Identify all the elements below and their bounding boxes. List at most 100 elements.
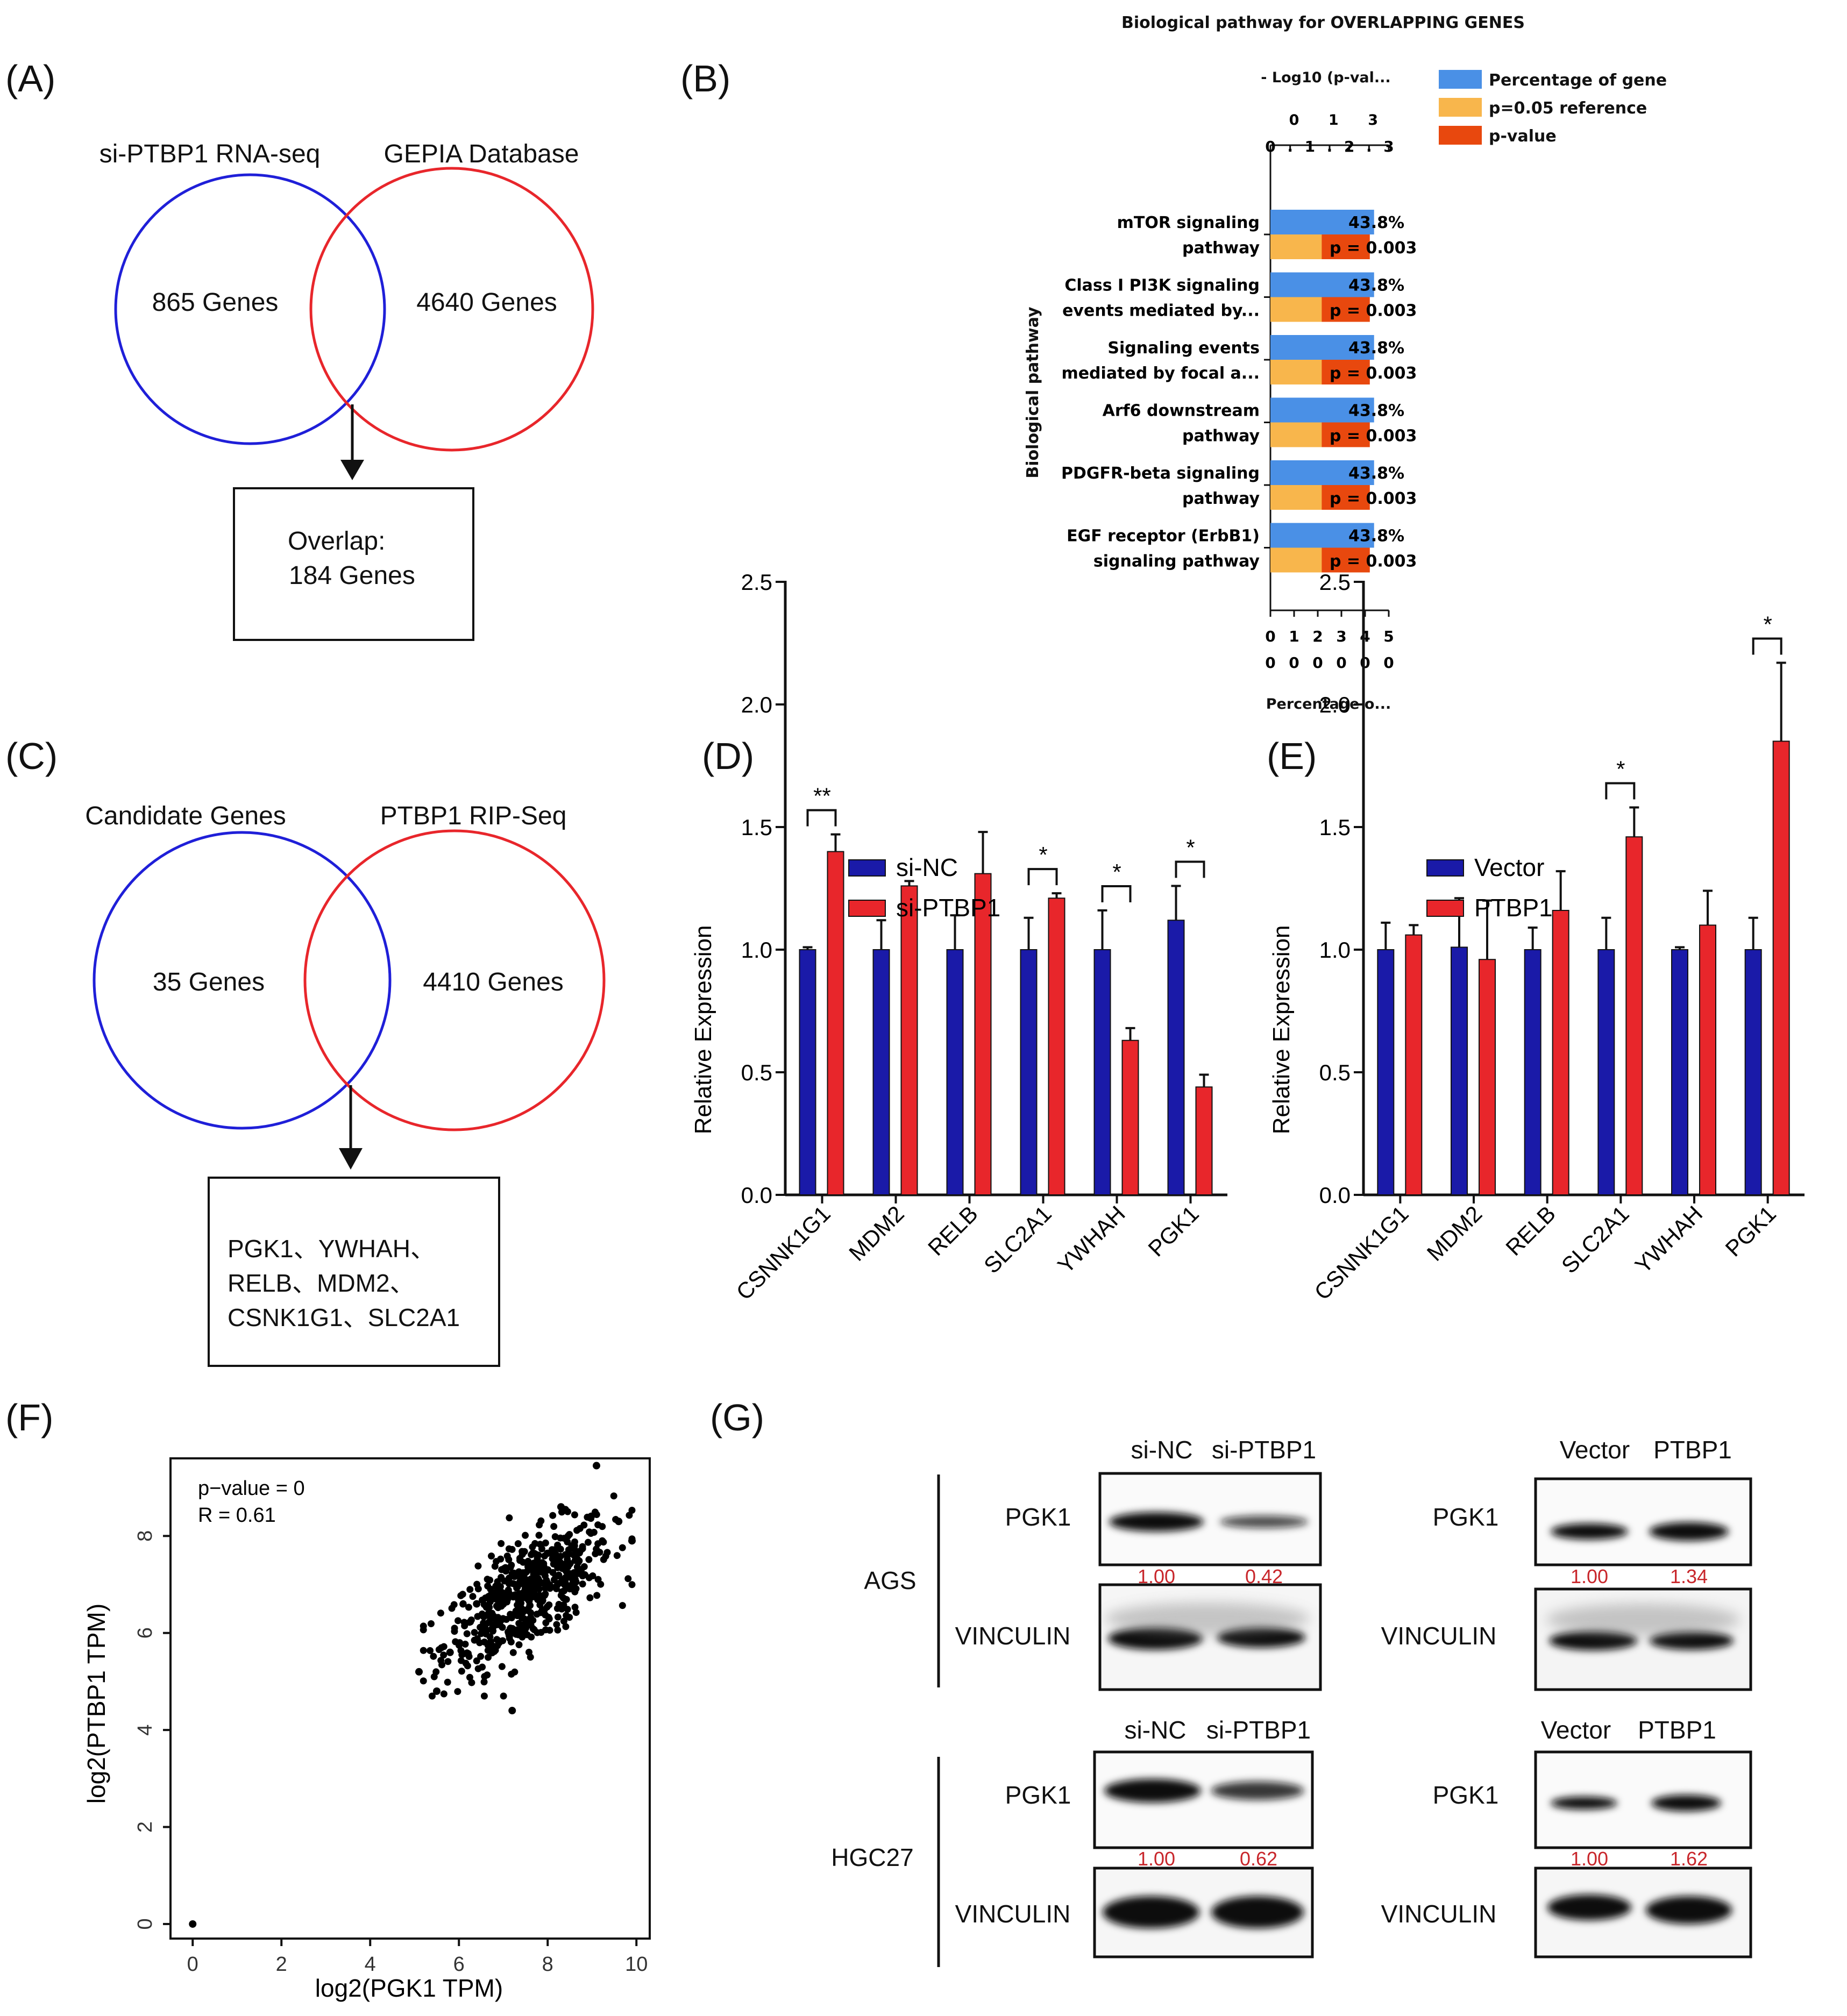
cell-line-label-ags: AGS (864, 1566, 916, 1594)
bar-percentage-of-gene (1270, 397, 1374, 423)
venn-a-arrow-head (340, 460, 364, 480)
panel-label-c: (C) (5, 735, 58, 777)
chart-b-bottom-tick-label: 1 (1289, 628, 1299, 645)
scatter-point (553, 1621, 560, 1628)
scatter-y-tick-label: 6 (134, 1627, 157, 1639)
scatter-point (515, 1641, 523, 1649)
chart-y-tick-label: 1.5 (741, 815, 772, 840)
scatter-x-tick-label: 2 (276, 1953, 287, 1976)
scatter-point (538, 1559, 546, 1566)
scatter-point (536, 1592, 543, 1599)
scatter-point (420, 1626, 427, 1634)
scatter-point (461, 1640, 469, 1648)
scatter-point (493, 1591, 500, 1599)
scatter-point (507, 1625, 514, 1632)
scatter-point (564, 1532, 572, 1540)
scatter-point (593, 1592, 601, 1599)
scatter-point (473, 1635, 481, 1642)
scatter-point (444, 1678, 451, 1686)
bar-p-reference (1270, 360, 1322, 384)
scatter-point (535, 1531, 543, 1539)
scatter-point (457, 1657, 465, 1664)
scatter-point (494, 1614, 502, 1621)
bar-p-value-label: p = 0.003 (1330, 364, 1417, 383)
scatter-point (528, 1587, 536, 1594)
panel-label-a: (A) (5, 58, 55, 99)
scatter-point (610, 1492, 617, 1500)
chart-b-bottom-tick-label: 0 (1265, 654, 1275, 672)
pathway-category-label: pathway (1182, 427, 1260, 446)
scatter-point (600, 1538, 607, 1546)
scatter-point (502, 1564, 509, 1571)
scatter-point (518, 1633, 526, 1641)
scatter-point (484, 1671, 491, 1679)
chart-y-tick-label: 0.5 (1319, 1060, 1351, 1085)
scatter-point (585, 1556, 593, 1563)
chart-b-top-tick-label: 1 (1329, 112, 1339, 129)
bar-p-value-label: p = 0.003 (1330, 302, 1417, 320)
scatter-point (415, 1668, 423, 1676)
chart-b-top-tick-label: 3 (1368, 112, 1378, 129)
scatter-point (451, 1625, 458, 1632)
scatter-point (430, 1673, 438, 1680)
scatter-point (564, 1606, 571, 1613)
scatter-point (513, 1628, 521, 1636)
scatter-point (574, 1550, 581, 1557)
bar-ptbp1 (1479, 959, 1496, 1195)
scatter-point (474, 1613, 481, 1620)
scatter-point (542, 1626, 549, 1634)
bar-percentage-of-gene (1270, 523, 1374, 548)
scatter-point (463, 1649, 471, 1657)
panel-label-b: (B) (680, 58, 730, 99)
blot-quant-value: 1.00 (1571, 1565, 1608, 1587)
scatter-point (517, 1604, 524, 1611)
scatter-point (485, 1654, 492, 1661)
bar-ptbp1 (1625, 836, 1643, 1195)
scatter-point (599, 1523, 606, 1530)
blot-row-label: VINCULIN (955, 1900, 1071, 1928)
chart-b-title: Biological pathway for OVERLAPPING GENES (1121, 13, 1525, 32)
scatter-point (480, 1692, 488, 1700)
scatter-point (488, 1552, 495, 1560)
venn-a-right-circle (309, 167, 594, 452)
scatter-point (593, 1462, 600, 1470)
blot-row-label: PGK1 (1005, 1503, 1071, 1531)
bar-percentage-label: 43.8% (1348, 339, 1404, 358)
venn-c-overlap-line-1: PGK1、YWHAH、 (228, 1235, 435, 1263)
scatter-point (593, 1545, 600, 1553)
scatter-point (557, 1534, 564, 1542)
pathway-category-label: signaling pathway (1093, 552, 1260, 571)
scatter-point (613, 1552, 621, 1559)
lane-header: si-PTBP1 (1206, 1716, 1311, 1744)
bar-ptbp1 (1699, 924, 1716, 1196)
panel-label-g: (G) (710, 1397, 764, 1438)
chart-b-bottom-tick-label: 4 (1360, 628, 1370, 645)
scatter-point (498, 1573, 505, 1581)
scatter-point (550, 1552, 557, 1560)
chart-y-tick-label: 2.0 (741, 692, 772, 717)
chart-b-bottom-axis-label: Percentage o... (1266, 696, 1391, 713)
bar-si-nc (872, 949, 890, 1195)
scatter-point (454, 1688, 461, 1696)
chart-b-top-tick-label: . (1327, 138, 1333, 155)
scatter-point (508, 1670, 515, 1678)
scatter-annotation: R = 0.61 (198, 1504, 276, 1527)
blot-band-pgk1 (1104, 1779, 1201, 1803)
legend-label: si-NC (896, 853, 958, 881)
venn-a-overlap-count: 184 Genes (289, 561, 415, 590)
legend-label-percentage: Percentage of gene (1489, 71, 1667, 90)
bar-p-reference (1270, 297, 1322, 322)
scatter-point (477, 1652, 485, 1660)
significance-marker: * (1039, 842, 1047, 867)
venn-c-right-count: 4410 Genes (423, 968, 564, 996)
bar-vector (1671, 949, 1688, 1195)
scatter-point (589, 1572, 596, 1580)
blot-row-label: VINCULIN (1381, 1622, 1497, 1650)
chart-b-top-tick-label: . (1287, 138, 1293, 155)
scatter-point (456, 1639, 464, 1647)
blot-quant-value: 1.34 (1670, 1565, 1708, 1587)
scatter-point (624, 1575, 632, 1583)
blot-background-smear (1546, 1604, 1740, 1636)
scatter-point (511, 1571, 518, 1579)
blot-band-pgk1 (1109, 1512, 1204, 1531)
